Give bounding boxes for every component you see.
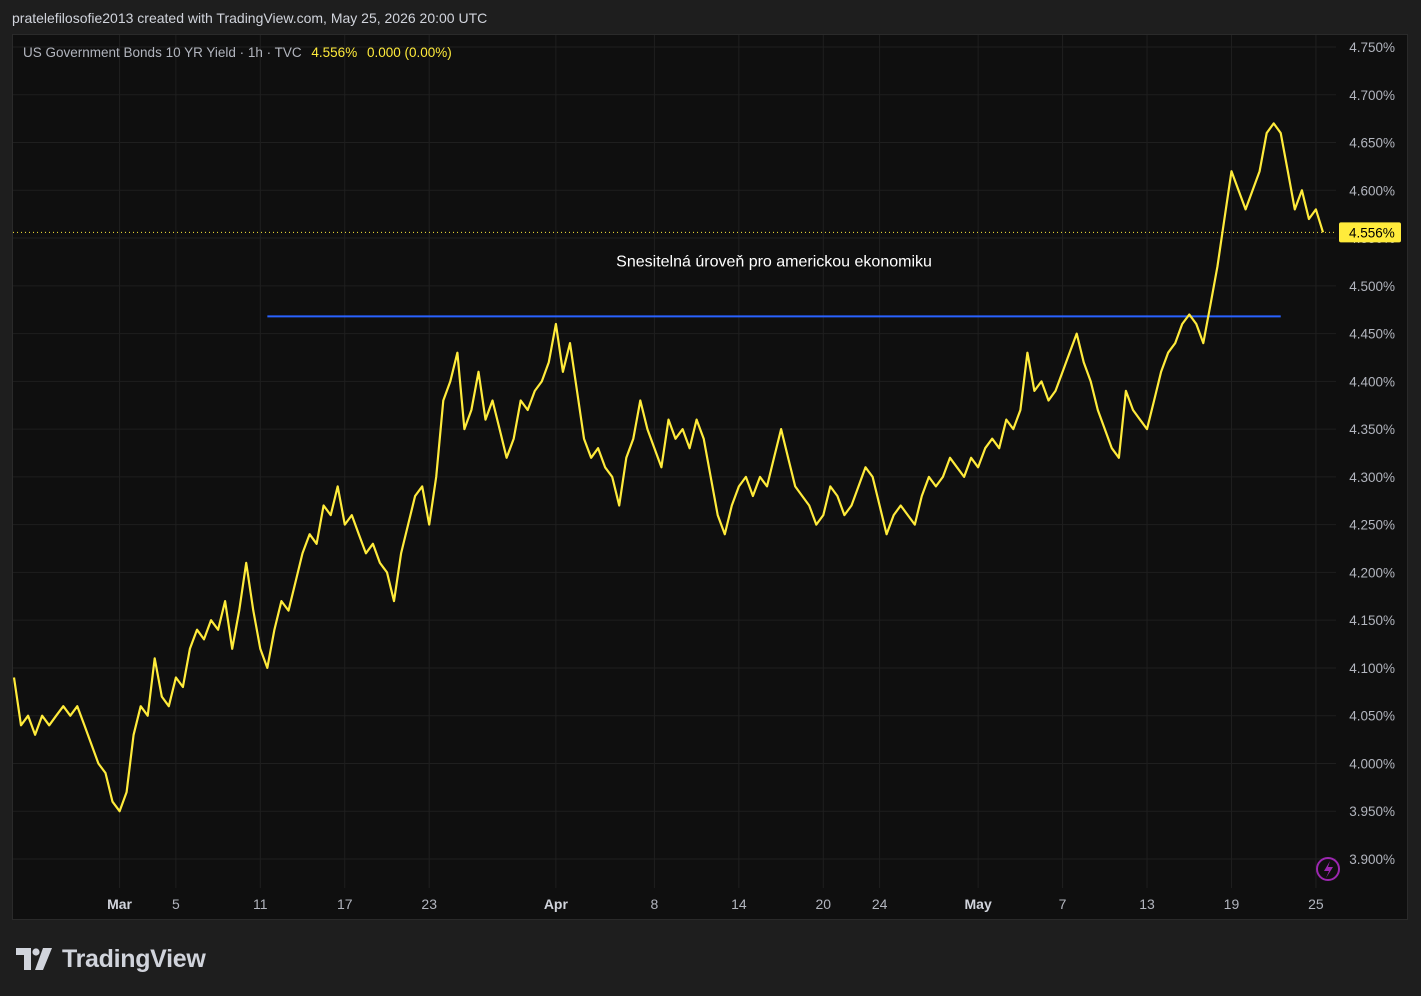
x-tick-label: 24 [872,896,888,912]
y-tick-label: 4.250% [1349,518,1395,533]
y-tick-label: 3.900% [1349,852,1395,867]
x-tick-label: Apr [544,896,569,912]
y-tick-label: 4.500% [1349,279,1395,294]
last-price-value: 4.556% [311,45,358,60]
yield-series-line [12,122,1325,813]
x-tick-label: 8 [651,896,659,912]
lightning-icon[interactable] [1316,857,1340,881]
level-annotation[interactable]: Snesitelná úroveň pro americkou ekonomik… [616,254,932,271]
x-tick-label: 17 [337,896,353,912]
svg-text:4.556%: 4.556% [1349,225,1395,240]
x-tick-label: 20 [816,896,832,912]
tradingview-brand-text: TradingView [62,944,206,973]
y-tick-label: 4.350% [1349,422,1395,437]
y-tick-label: 4.700% [1349,88,1395,103]
y-tick-label: 4.650% [1349,136,1395,151]
y-tick-label: 4.050% [1349,709,1395,724]
y-tick-label: 3.950% [1349,804,1395,819]
price-change: 0.000 (0.00%) [366,45,452,60]
x-tick-label: 25 [1308,896,1324,912]
x-tick-label: 14 [731,896,747,912]
x-tick-label: 19 [1224,896,1240,912]
y-tick-label: 4.100% [1349,661,1395,676]
x-tick-label: Mar [107,896,132,912]
chart-grid [13,35,1336,888]
x-tick-label: 11 [253,896,268,912]
tradingview-logo[interactable]: TradingView [16,944,206,974]
y-tick-label: 4.300% [1349,470,1395,485]
y-tick-label: 4.600% [1349,183,1395,198]
attribution-header: pratelefilosofie2013 created with Tradin… [12,10,488,26]
time-axis: Mar 5 11 17 23 Apr 8 14 20 24 May 7 13 19 25 [107,896,1324,912]
price-axis: 4.750%4.700%4.650%4.600%4.550%4.500%4.45… [1349,40,1395,867]
tradingview-logo-icon [16,948,52,970]
y-tick-label: 4.150% [1349,613,1395,628]
last-value-badge: 4.556% [1339,222,1401,243]
chart-legend: US Government Bonds 10 YR Yield · 1h · T… [23,45,452,60]
symbol-name[interactable]: US Government Bonds 10 YR Yield · 1h · T… [23,45,302,60]
y-tick-label: 4.200% [1349,565,1395,580]
y-tick-label: 4.750% [1349,40,1395,55]
x-tick-label: 13 [1139,896,1155,912]
x-tick-label: 5 [172,896,180,912]
y-tick-label: 4.400% [1349,374,1395,389]
y-tick-label: 4.450% [1349,327,1395,342]
x-tick-label: May [965,896,992,912]
x-tick-label: 7 [1059,896,1067,912]
x-tick-label: 23 [421,896,437,912]
y-tick-label: 4.000% [1349,756,1395,771]
